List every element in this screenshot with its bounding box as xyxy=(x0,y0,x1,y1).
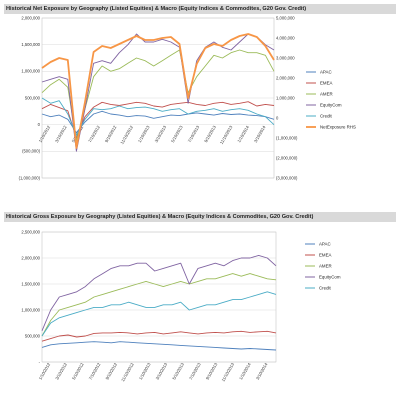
y-tick-label: 1,000,000 xyxy=(21,307,40,312)
legend-label: EMEA xyxy=(320,81,333,86)
y-tick-label: 2,000,000 xyxy=(21,15,40,20)
chart2-title: Historical Gross Exposure by Geography (… xyxy=(4,212,396,222)
legend-label: EquityCom xyxy=(320,103,342,108)
series-line-emea xyxy=(41,330,277,342)
legend-label: Credit xyxy=(320,114,332,119)
y-tick-label: 1,000,000 xyxy=(21,69,40,74)
y-right-tick-label: (2,000,000) xyxy=(276,155,298,160)
y-tick-label: 0 xyxy=(38,122,41,127)
y-right-tick-label: 5,000,000 xyxy=(276,15,295,20)
y-tick-label: - xyxy=(39,359,41,364)
y-right-tick-label: (3,000,000) xyxy=(276,175,298,180)
y-right-tick-label: (1,000,000) xyxy=(276,135,298,140)
x-tick-label: 3/10/2013 xyxy=(155,361,169,380)
y-right-tick-label: 0 xyxy=(276,115,279,120)
x-tick-label: 5/10/2013 xyxy=(171,361,185,380)
y-tick-label: 1,500,000 xyxy=(21,281,40,286)
legend-label: APAC xyxy=(319,242,331,247)
y-right-tick-label: 1,000,000 xyxy=(276,95,295,100)
x-tick-label: 11/10/2012 xyxy=(120,361,135,382)
series-line-apac xyxy=(41,341,277,351)
x-tick-label: 3/10/2012 xyxy=(54,361,68,380)
series-line-amer xyxy=(41,273,277,337)
x-tick-label: 9/10/2013 xyxy=(205,361,219,380)
series-line-equitycom xyxy=(41,254,277,331)
x-tick-label: 5/10/2012 xyxy=(71,361,85,380)
legend-label: EquityCom xyxy=(319,275,341,280)
y-tick-label: 1,500,000 xyxy=(21,42,40,47)
legend-label: AMER xyxy=(320,92,333,97)
net-exposure-chart: 2,000,000 1,500,000 1,000,000 500,000 0 (500,… xyxy=(19,15,356,180)
legend-label: AMER xyxy=(319,264,332,269)
series-line-netexposure-rhs xyxy=(41,33,275,149)
x-tick-label: 7/10/2012 xyxy=(88,361,102,380)
gross-exposure-chart: 2,500,000 2,000,000 1,500,000 1,000,000 500,… xyxy=(21,229,341,382)
x-tick-label: 1/10/2014 xyxy=(238,361,252,380)
x-tick-label: 3/10/2014 xyxy=(255,361,269,380)
y-tick-label: (500,000) xyxy=(22,149,41,154)
y-tick-label: 2,000,000 xyxy=(21,255,40,260)
y-tick-label: 2,500,000 xyxy=(21,229,40,234)
legend-label: EMEA xyxy=(319,253,332,258)
legend-label: Credit xyxy=(319,286,331,291)
legend-label: APAC xyxy=(320,70,332,75)
y-right-tick-label: 3,000,000 xyxy=(276,55,295,60)
series-line-credit xyxy=(41,291,277,337)
y-right-tick-label: 2,000,000 xyxy=(276,75,295,80)
x-tick-label: 7/10/2013 xyxy=(188,361,202,380)
x-tick-label: 11/10/2013 xyxy=(220,361,235,382)
y-right-tick-label: 4,000,000 xyxy=(276,35,295,40)
series-line-equitycom xyxy=(41,33,275,152)
y-tick-label: 500,000 xyxy=(25,95,41,100)
chart1-title: Historical Net Exposure by Geography (Li… xyxy=(4,4,396,14)
legend-label: NetExposure RHS xyxy=(320,125,356,130)
y-tick-label: (1,000,000) xyxy=(19,175,41,180)
x-tick-label: 9/10/2012 xyxy=(104,361,118,380)
y-tick-label: 500,000 xyxy=(25,333,41,338)
x-tick-label: 1/10/2013 xyxy=(138,361,152,380)
